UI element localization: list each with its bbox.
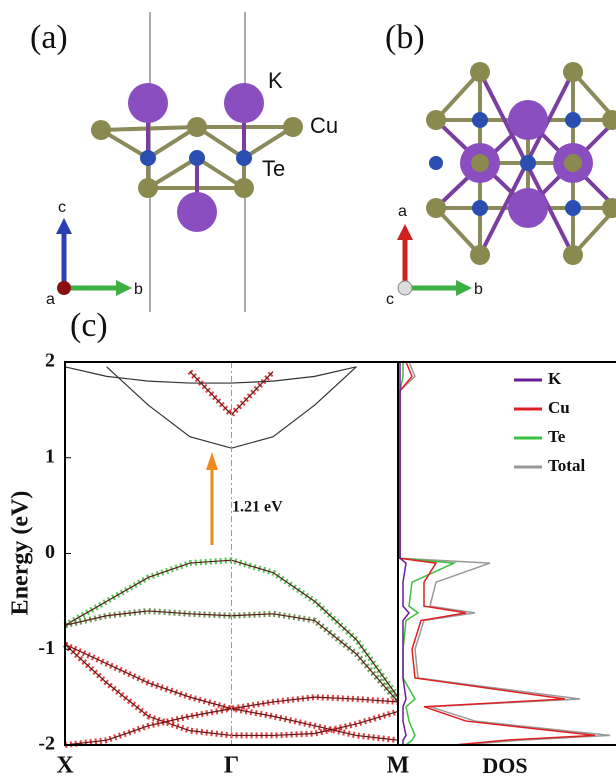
dos-curve [399, 362, 457, 746]
y-tick-label: 2 [45, 350, 55, 372]
axis-label: c [58, 199, 66, 216]
x-tick-label: X [56, 753, 74, 779]
legend-label: Total [548, 456, 585, 475]
arrow-head [397, 224, 413, 240]
cu-atoms [426, 62, 616, 265]
axis-label: a [398, 203, 407, 220]
annotation: 1.21 eV [232, 499, 283, 516]
atom-label: Cu [310, 113, 338, 138]
axis-label: a [46, 291, 55, 308]
dos-curve [399, 362, 410, 745]
arrow-head [206, 452, 218, 470]
structure-a: (a) K Cu Te c a b [30, 12, 338, 312]
axis-label: b [474, 281, 483, 298]
y-tick-label: -2 [38, 733, 55, 755]
y-tick-label: 0 [45, 541, 55, 563]
axis-label: c [386, 291, 394, 308]
band-line [64, 366, 357, 384]
arrow-head [456, 280, 472, 296]
panel-label: (c) [70, 307, 108, 344]
cu-atoms [91, 117, 303, 198]
legend-label: Te [548, 427, 566, 446]
te-atoms [429, 112, 581, 216]
origin [57, 281, 71, 295]
dos-curve [399, 361, 611, 746]
atom-label: K [268, 68, 283, 93]
legend-label: Cu [548, 398, 570, 417]
panel-label: (a) [30, 19, 68, 56]
x-axis-label: DOS [482, 753, 527, 778]
origin [397, 280, 413, 296]
y-tick-label: 1 [45, 445, 55, 467]
legend-label: K [548, 369, 562, 388]
panel-label: (b) [385, 19, 425, 56]
y-tick-label: -1 [38, 637, 55, 659]
te-atoms [140, 150, 252, 166]
x-tick-label: Γ [224, 753, 239, 779]
plot-frame [64, 361, 399, 746]
arrow-head [56, 218, 72, 234]
y-axis-label: Energy (eV) [8, 491, 34, 616]
axis-label: b [134, 281, 143, 298]
x-tick-label: M [387, 753, 410, 779]
k-atoms [128, 83, 264, 232]
dos-curve [399, 361, 596, 746]
atom-label: Te [262, 156, 285, 181]
structure-b: (b) a c b [385, 19, 616, 308]
arrow-head [116, 280, 132, 296]
